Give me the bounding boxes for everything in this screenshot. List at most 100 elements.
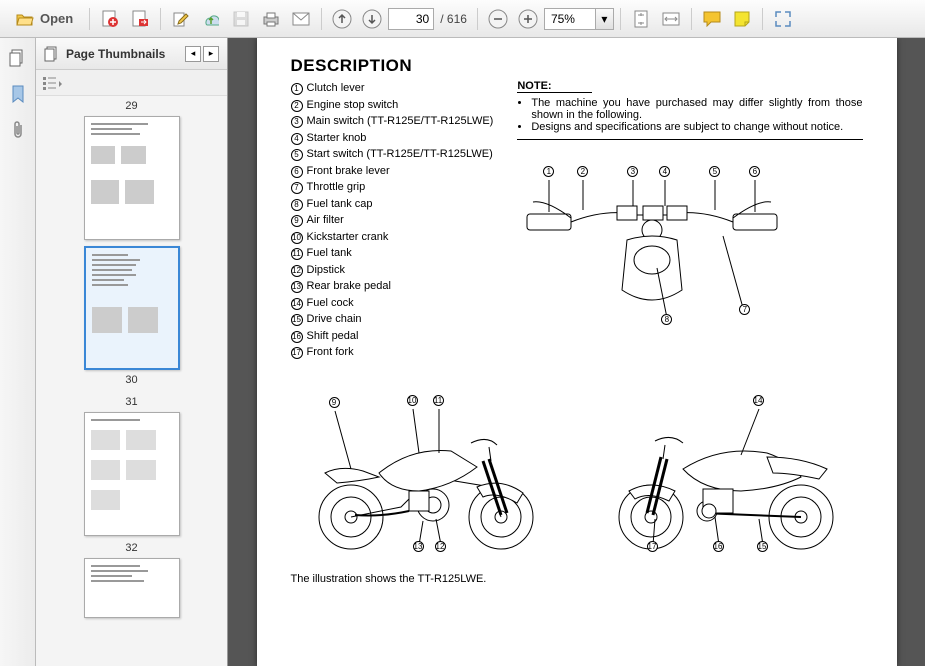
thumbnail-item[interactable]: 30 — [36, 246, 227, 390]
motorcycle-diagrams: 9 10 11 12 13 — [291, 387, 863, 557]
note-item: The machine you have purchased may diffe… — [531, 97, 862, 121]
callout-number: 3 — [627, 166, 638, 177]
email-button[interactable] — [287, 5, 315, 33]
callout-number: 6 — [749, 166, 760, 177]
comment-button[interactable] — [698, 5, 726, 33]
thumbnails-list[interactable]: 29 30 31 32 — [36, 96, 227, 666]
part-label: Fuel tank cap — [307, 196, 373, 213]
parts-list-item: 3Main switch (TT-R125E/TT-R125LWE) — [291, 113, 494, 130]
part-label: Starter knob — [307, 130, 367, 147]
attachments-tab[interactable] — [6, 118, 30, 142]
parts-list-item: 14Fuel cock — [291, 295, 494, 312]
part-number: 10 — [291, 232, 303, 244]
thumbnail-preview — [84, 412, 180, 536]
minus-circle-icon — [488, 9, 508, 29]
thumbnail-item[interactable]: 32 — [36, 542, 227, 618]
page-pdf-icon — [101, 10, 119, 28]
part-label: Kickstarter crank — [307, 229, 389, 246]
save-button[interactable] — [227, 5, 255, 33]
export-pdf-button[interactable] — [126, 5, 154, 33]
speech-bubble-icon — [703, 11, 721, 27]
callout-number: 7 — [739, 304, 750, 315]
part-number: 4 — [291, 133, 303, 145]
callout-number: 16 — [713, 541, 724, 552]
motorcycle-left-view-icon — [591, 387, 861, 557]
callout-number: 8 — [661, 314, 672, 325]
part-number: 13 — [291, 281, 303, 293]
parts-list-item: 11Fuel tank — [291, 245, 494, 262]
zoom-select[interactable]: 75% ▾ — [544, 8, 614, 30]
page-up-button[interactable] — [328, 5, 356, 33]
thumbnails-tab[interactable] — [6, 46, 30, 70]
envelope-icon — [292, 12, 310, 26]
open-label: Open — [40, 11, 73, 26]
thumbnail-number: 30 — [125, 374, 137, 386]
separator — [321, 8, 322, 30]
callout-number: 9 — [329, 397, 340, 408]
zoom-in-button[interactable] — [514, 5, 542, 33]
part-label: Clutch lever — [307, 80, 365, 97]
part-number: 11 — [291, 248, 303, 260]
part-label: Engine stop switch — [307, 97, 399, 114]
callout-number: 2 — [577, 166, 588, 177]
part-number: 15 — [291, 314, 303, 326]
note-list: The machine you have purchased may diffe… — [517, 97, 862, 140]
pdf-page: DESCRIPTION 1 Clutch lever 2 Engine stop sw… — [257, 38, 897, 666]
separator — [691, 8, 692, 30]
sticky-note-button[interactable] — [728, 5, 756, 33]
part-label: Shift pedal — [307, 328, 359, 345]
parts-list-item: 2 Engine stop switch — [291, 97, 494, 114]
zoom-out-button[interactable] — [484, 5, 512, 33]
callout-number: 1 — [543, 166, 554, 177]
parts-list-item: 16Shift pedal — [291, 328, 494, 345]
thumbnail-preview — [84, 246, 180, 370]
thumbs-prev-button[interactable]: ◂ — [185, 46, 201, 62]
page-total-label: / 616 — [440, 12, 467, 26]
part-number: 5 — [291, 149, 303, 161]
page-down-button[interactable] — [358, 5, 386, 33]
parts-list-item: 17Front fork — [291, 344, 494, 361]
thumbnail-item[interactable]: 29 — [36, 100, 227, 240]
edit-button[interactable] — [167, 5, 195, 33]
print-button[interactable] — [257, 5, 285, 33]
separator — [477, 8, 478, 30]
callout-number: 4 — [659, 166, 670, 177]
section-heading: DESCRIPTION — [291, 56, 863, 76]
arrow-down-circle-icon — [362, 9, 382, 29]
thumbnails-title: Page Thumbnails — [66, 47, 183, 61]
part-number: 8 — [291, 199, 303, 211]
document-viewport[interactable]: DESCRIPTION 1 Clutch lever 2 Engine stop sw… — [228, 38, 925, 666]
thumbnail-item[interactable]: 31 — [36, 396, 227, 536]
separator — [89, 8, 90, 30]
fullscreen-button[interactable] — [769, 5, 797, 33]
part-number: 7 — [291, 182, 303, 194]
parts-list-item: 7Throttle grip — [291, 179, 494, 196]
fit-page-button[interactable] — [627, 5, 655, 33]
part-label: Drive chain — [307, 311, 362, 328]
plus-circle-icon — [518, 9, 538, 29]
thumbs-next-button[interactable]: ▸ — [203, 46, 219, 62]
note-column: NOTE: The machine you have purchased may… — [517, 80, 862, 361]
parts-list-item: 5Start switch (TT-R125E/TT-R125LWE) — [291, 146, 494, 163]
thumbnail-preview — [84, 116, 180, 240]
open-button[interactable]: Open — [6, 5, 83, 33]
part-label: Front fork — [307, 344, 354, 361]
parts-list-item: 4 Starter knob — [291, 130, 494, 147]
upload-button[interactable] — [197, 5, 225, 33]
part-number: 2 — [291, 100, 303, 112]
handlebar-diagram: 1 2 3 4 5 6 7 8 — [517, 160, 862, 330]
create-pdf-button[interactable] — [96, 5, 124, 33]
fit-width-button[interactable] — [657, 5, 685, 33]
pages-icon — [9, 49, 27, 67]
motorcycle-left-diagram: 9 10 11 12 13 — [291, 387, 561, 557]
parts-list-item: 8 Fuel tank cap — [291, 196, 494, 213]
part-label: Fuel cock — [307, 295, 354, 312]
page-number-input[interactable] — [388, 8, 434, 30]
bookmarks-tab[interactable] — [6, 82, 30, 106]
callout-number: 5 — [709, 166, 720, 177]
pages-icon — [44, 46, 60, 62]
callout-number: 17 — [647, 541, 658, 552]
options-menu-icon[interactable] — [42, 75, 64, 91]
note-heading: NOTE: — [517, 80, 591, 93]
part-label: Rear brake pedal — [307, 278, 391, 295]
